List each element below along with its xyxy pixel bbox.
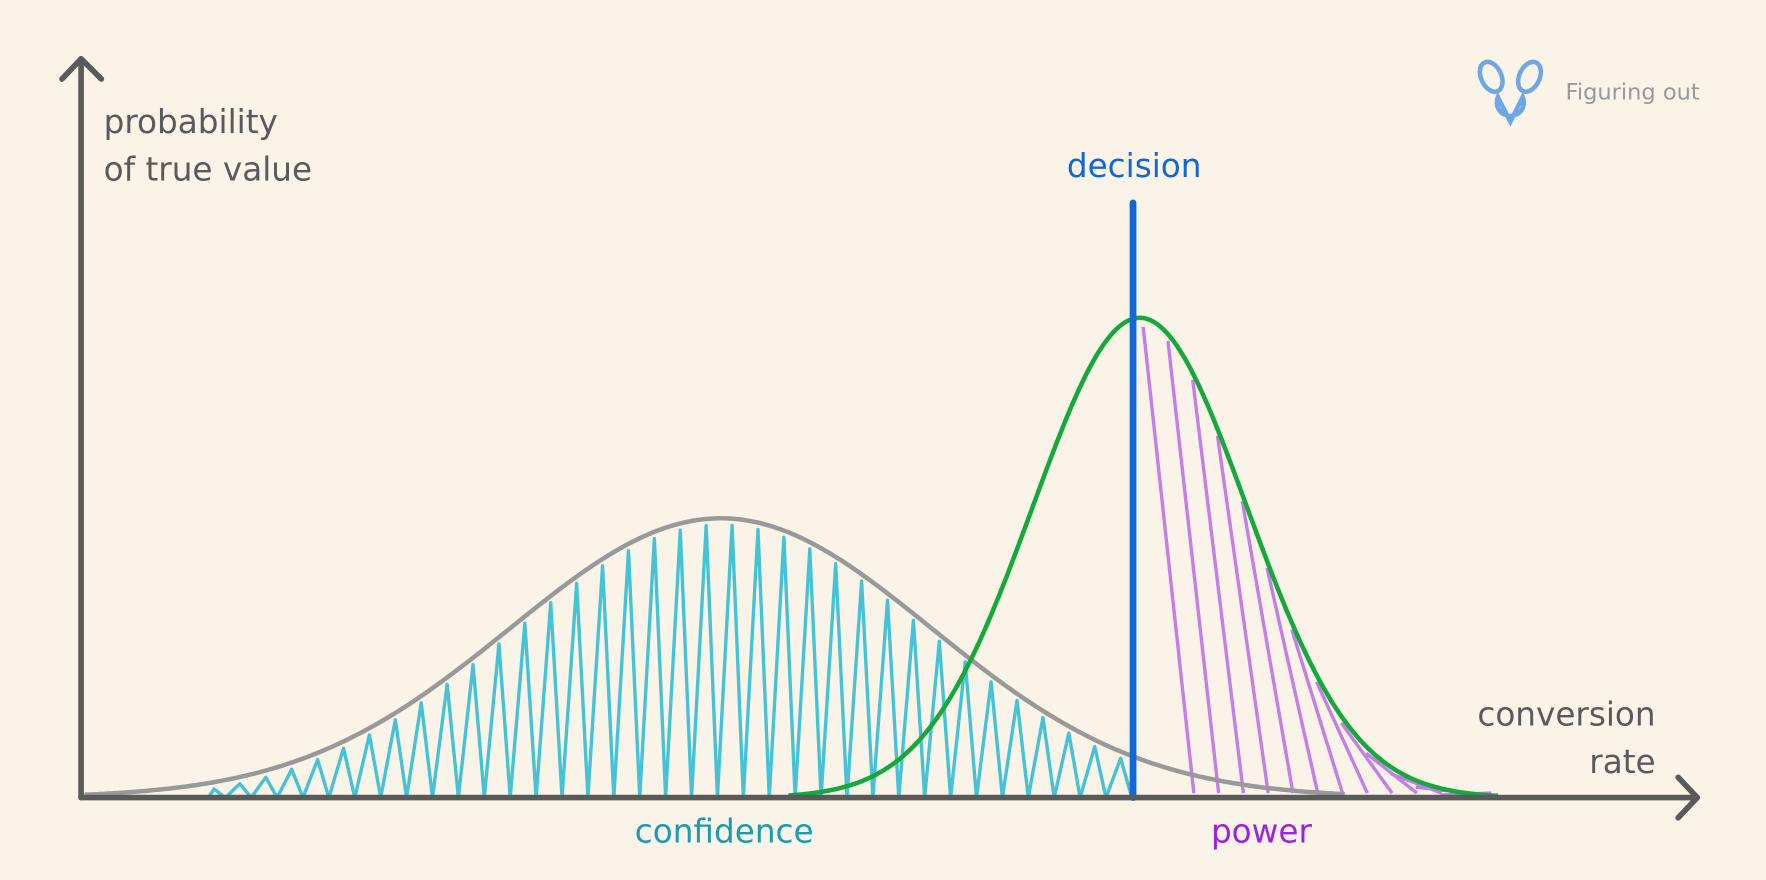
power-label: power: [1211, 813, 1313, 851]
decision-label: decision: [1067, 147, 1202, 185]
logo-icon: [1477, 59, 1544, 127]
x-axis-label: conversion: [1477, 696, 1655, 734]
logo-text: Figuring out: [1566, 79, 1700, 105]
confidence-label: confidence: [635, 813, 814, 851]
y-axis-label: of true value: [104, 150, 312, 188]
y-axis-label: probability: [104, 103, 278, 141]
x-axis-label: rate: [1589, 743, 1655, 781]
alt-distribution: [788, 315, 1499, 799]
axes: [59, 55, 1701, 821]
